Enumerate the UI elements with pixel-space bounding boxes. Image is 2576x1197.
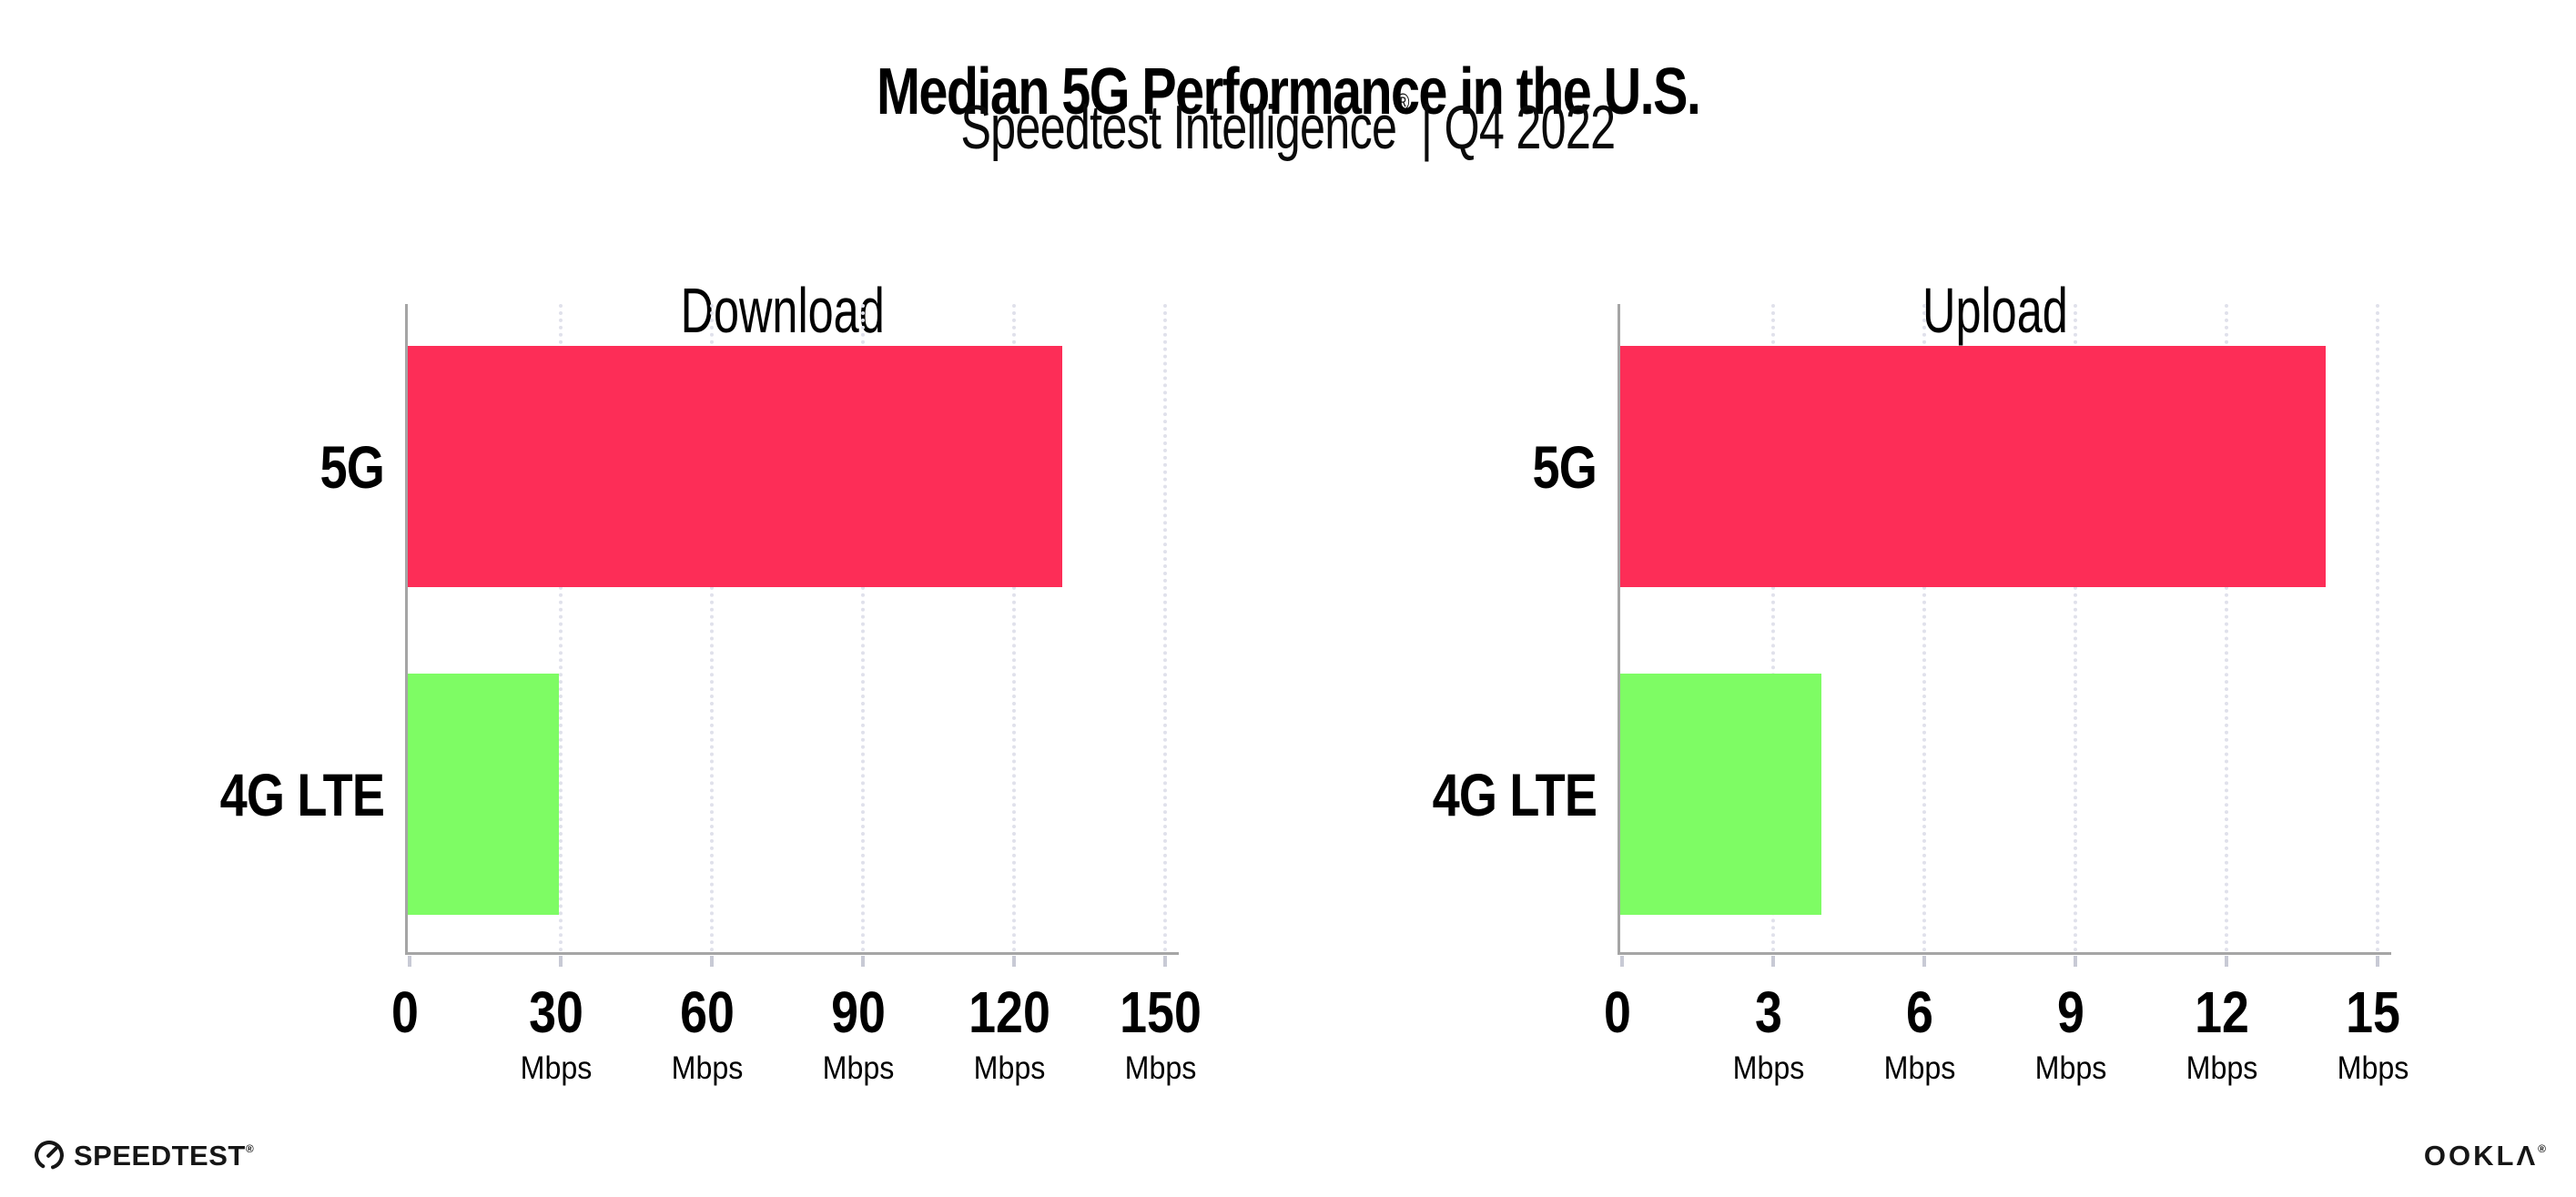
page-title: Median 5G Performance in the U.S. (0, 56, 2576, 128)
axis-tick-30 (559, 956, 563, 967)
x-tick-unit: Mbps (671, 1050, 744, 1086)
x-tick-unit: Mbps (2337, 1050, 2409, 1086)
gridline-3 (1771, 304, 1775, 952)
x-tick-label-0: 0 (389, 983, 421, 1052)
x-tick-unit: Mbps (1732, 1050, 1805, 1086)
x-tick-unit: Mbps (973, 1050, 1046, 1086)
category-label-5g: 5G (2, 346, 384, 587)
ookla-wordmark: OOKLΛ® (2423, 1140, 2546, 1172)
x-tick-label-0: 0 (1601, 983, 1634, 1052)
registered-mark-icon: ® (245, 1141, 255, 1155)
gridline-90 (861, 304, 865, 952)
gridline-9 (2074, 304, 2077, 952)
x-tick-unit: Mbps (822, 1050, 895, 1086)
category-label-5g: 5G (1214, 346, 1597, 587)
x-tick-unit: Mbps (2186, 1050, 2258, 1086)
category-label-text: 4G LTE (1432, 760, 1597, 828)
axis-tick-150 (1163, 956, 1167, 967)
axis-tick-90 (861, 956, 865, 967)
axis-tick-60 (710, 956, 714, 967)
x-tick-label-60: 60 Mbps (668, 983, 746, 1084)
figure-subtitle: Speedtest Intelligence® | Q4 2022 (0, 89, 2576, 162)
x-tick-label-15: 15 Mbps (2334, 983, 2412, 1084)
bar-5g (1620, 346, 2326, 587)
subtitle-period: | Q4 2022 (1408, 93, 1616, 162)
axis-tick-12 (2225, 956, 2228, 967)
bar-4g-lte (1620, 674, 1822, 915)
gridline-30 (559, 304, 563, 952)
x-tick-unit: Mbps (520, 1050, 593, 1086)
category-label-4g-lte: 4G LTE (1214, 674, 1597, 915)
x-tick-unit: Mbps (2034, 1050, 2107, 1086)
speedtest-wordmark: SPEEDTEST® (74, 1139, 255, 1172)
gridline-6 (1922, 304, 1926, 952)
category-label-text: 5G (1532, 432, 1597, 501)
x-tick-value: 30 (529, 979, 583, 1045)
x-tick-value: 3 (1755, 979, 1782, 1045)
x-tick-value: 150 (1120, 979, 1202, 1045)
x-tick-value: 0 (391, 979, 419, 1045)
chart-title: Upload (1618, 279, 2373, 342)
x-tick-label-12: 12 Mbps (2183, 983, 2261, 1084)
axis-tick-6 (1922, 956, 1926, 967)
x-tick-value: 120 (969, 979, 1050, 1045)
registered-mark-icon: ® (2538, 1142, 2546, 1155)
gridline-15 (2376, 304, 2379, 952)
x-tick-label-30: 30 Mbps (517, 983, 595, 1084)
chart-title-text: Upload (1922, 275, 2068, 347)
x-tick-value: 0 (1604, 979, 1631, 1045)
axis-tick-120 (1012, 956, 1016, 967)
speedtest-gauge-icon (35, 1141, 64, 1170)
gridline-150 (1163, 304, 1167, 952)
gridline-60 (710, 304, 714, 952)
speedtest-logo: SPEEDTEST® (33, 1139, 254, 1172)
category-label-text: 4G LTE (219, 760, 384, 828)
x-tick-value: 60 (680, 979, 735, 1045)
x-tick-label-6: 6 Mbps (1881, 983, 1959, 1084)
plot-area: 5G 4G LTE (1432, 304, 2391, 967)
chart-title-text: Download (680, 275, 886, 347)
x-tick-label-9: 9 Mbps (2032, 983, 2110, 1084)
category-label-4g-lte: 4G LTE (2, 674, 384, 915)
chart-title: Download (405, 279, 1161, 342)
page-title-text: Median 5G Performance in the U.S. (876, 56, 1701, 129)
axis-tick-9 (2074, 956, 2077, 967)
bar-4g-lte (408, 674, 559, 915)
axis-tick-0 (1620, 956, 1624, 967)
x-tick-value: 12 (2195, 979, 2249, 1045)
x-tick-value: 15 (2346, 979, 2400, 1045)
registered-mark-icon: ® (1396, 88, 1409, 116)
x-tick-unit: Mbps (1883, 1050, 1956, 1086)
axis-tick-3 (1771, 956, 1775, 967)
gridline-120 (1012, 304, 1016, 952)
x-tick-value: 90 (831, 979, 886, 1045)
x-tick-label-3: 3 Mbps (1729, 983, 1808, 1084)
x-tick-value: 6 (1906, 979, 1933, 1045)
x-axis-ticks: 0 3 Mbps 6 Mbps 9 Mbps 12 Mbps 15 Mbps (1604, 952, 2409, 1116)
axis-tick-15 (2376, 956, 2379, 967)
x-tick-label-150: 150 Mbps (1112, 983, 1210, 1084)
x-axis-ticks: 0 30 Mbps 60 Mbps 90 Mbps 120 Mbps 150 Mbps (391, 952, 1202, 1116)
subtitle-brand: Speedtest Intelligence (960, 93, 1397, 162)
category-label-text: 5G (319, 432, 384, 501)
axis-tick-0 (408, 956, 411, 967)
gridline-12 (2225, 304, 2228, 952)
x-tick-value: 9 (2057, 979, 2084, 1045)
x-tick-label-120: 120 Mbps (961, 983, 1059, 1084)
plot-area: 5G 4G LTE (219, 304, 1179, 967)
x-tick-label-90: 90 Mbps (819, 983, 898, 1084)
bar-5g (408, 346, 1063, 587)
x-tick-unit: Mbps (1124, 1050, 1197, 1086)
